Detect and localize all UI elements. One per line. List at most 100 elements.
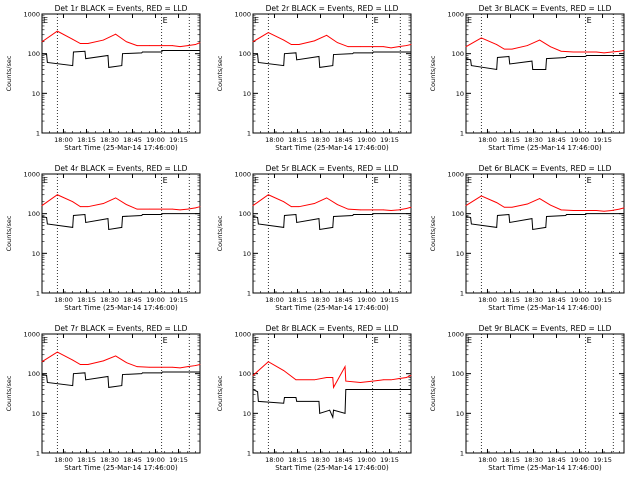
lld-data-point [496, 44, 498, 45]
events-data-point [122, 374, 123, 375]
lld-data-point [480, 37, 482, 39]
plot-frame [41, 333, 201, 454]
lld-data-point [611, 210, 613, 211]
lld-series-line [41, 30, 201, 48]
lld-data-point [136, 366, 138, 368]
x-tick-label: 18:15 [288, 296, 307, 304]
events-data-point [283, 402, 285, 404]
x-axis-label: Start Time (25-Mar-14 17:46:00) [488, 464, 602, 472]
events-data-point [465, 216, 467, 217]
events-data-point [72, 227, 74, 228]
x-tick-label: 18:00 [265, 456, 284, 464]
x-tick-label: 18:00 [265, 136, 284, 144]
y-tick-label: 10 [456, 90, 464, 98]
lld-data-point [410, 206, 412, 208]
y-tick-label: 1 [247, 450, 251, 458]
events-data-point [410, 213, 412, 215]
events-data-point [108, 229, 110, 230]
lld-data-point [623, 207, 625, 209]
lld-series-line [41, 351, 201, 369]
x-tick-label: 18:45 [123, 456, 142, 464]
lld-data-point [125, 362, 127, 364]
events-data-point [199, 213, 201, 215]
events-data-point [161, 214, 163, 215]
x-axis-label: Start Time (25-Mar-14 17:46:00) [488, 144, 602, 152]
events-data-point [531, 60, 533, 62]
events-data-point [373, 213, 374, 215]
x-tick-label: 18:15 [77, 296, 96, 304]
x-tick-label: 19:00 [357, 296, 376, 304]
events-data-point [546, 58, 547, 60]
lld-data-point [511, 48, 513, 50]
x-tick-label: 18:30 [100, 296, 119, 304]
x-tick-label: 18:30 [311, 296, 330, 304]
events-data-point [199, 371, 201, 373]
events-data-point [565, 57, 567, 58]
events-data-point [121, 65, 123, 67]
lld-data-point [41, 205, 43, 206]
x-tick-label: 18:45 [547, 296, 566, 304]
x-tick-label: 19:15 [593, 456, 612, 464]
lld-data-point [345, 380, 347, 382]
events-data-point [586, 213, 587, 215]
y-tick-label: 100 [452, 50, 464, 58]
events-data-point [508, 214, 510, 215]
panel-title: Det 1r BLACK = Events, RED = LLD [55, 4, 188, 13]
lld-data-point [161, 45, 163, 46]
events-data-point [283, 65, 285, 67]
lld-data-point [283, 39, 285, 41]
lld-data-point [511, 206, 513, 208]
x-axis-label: Start Time (25-Mar-14 17:46:00) [275, 464, 389, 472]
lld-data-point [382, 209, 384, 211]
events-data-point [252, 216, 254, 217]
events-data-point [107, 55, 109, 56]
detector-panel-4: Det 4r BLACK = Events, RED = LLD 1 10 100 10… [5, 164, 201, 312]
lld-data-point [539, 198, 541, 199]
events-data-point [296, 59, 298, 61]
event-marker-label: E [467, 16, 472, 25]
x-tick-label: 18:15 [501, 296, 520, 304]
events-data-point [470, 59, 472, 61]
lld-data-point [344, 366, 346, 368]
lld-data-point [398, 46, 400, 48]
events-data-point [496, 227, 498, 228]
lld-series-line [41, 194, 201, 211]
events-data-point [545, 227, 547, 228]
lld-data-point [72, 38, 74, 40]
events-data-point [142, 214, 143, 215]
event-marker-label: E [43, 176, 48, 185]
y-tick-label: 1 [247, 130, 251, 138]
lld-data-point [503, 206, 505, 208]
lld-data-point [125, 204, 127, 205]
events-data-point [161, 51, 163, 53]
x-tick-label: 18:30 [100, 456, 119, 464]
lld-data-point [410, 375, 412, 376]
lld-data-point [252, 41, 254, 43]
y-tick-label: 1 [460, 130, 464, 138]
lld-data-point [41, 41, 43, 43]
events-data-point [122, 216, 123, 217]
events-data-point [108, 67, 110, 68]
events-data-point [410, 389, 412, 390]
lld-data-point [526, 203, 528, 205]
y-tick-label: 100 [239, 370, 251, 378]
event-marker-label: E [163, 176, 168, 185]
y-tick-label: 10 [456, 250, 464, 258]
detector-panel-1: Det 1r BLACK = Events, RED = LLD 1 10 100 10… [5, 4, 201, 152]
events-data-point [410, 51, 412, 53]
lld-data-point [623, 50, 625, 51]
lld-data-point [585, 210, 587, 211]
y-axis-label: Counts/sec [216, 55, 224, 91]
events-data-point [318, 218, 320, 220]
events-data-point [257, 62, 259, 63]
lld-data-point [56, 194, 58, 196]
events-data-point [84, 50, 86, 52]
lld-data-point [171, 45, 173, 46]
lld-data-point [252, 205, 254, 206]
x-tick-label: 18:15 [288, 456, 307, 464]
lld-data-point [313, 40, 315, 42]
y-tick-label: 1000 [447, 331, 464, 339]
lld-data-point [194, 365, 196, 366]
events-data-point [531, 218, 533, 220]
event-marker-label: E [467, 176, 472, 185]
